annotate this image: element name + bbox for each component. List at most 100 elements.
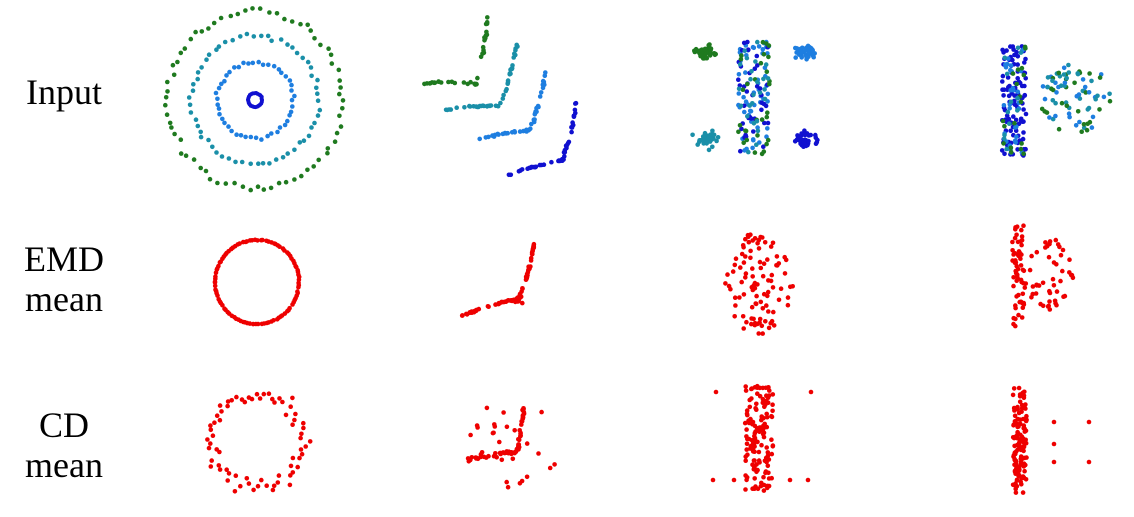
- point: [219, 409, 224, 414]
- point: [205, 437, 210, 442]
- point: [752, 385, 758, 390]
- point: [1086, 459, 1092, 465]
- point: [762, 240, 768, 245]
- point: [1047, 288, 1052, 294]
- point: [1017, 299, 1022, 305]
- point: [1054, 289, 1060, 294]
- point: [289, 97, 295, 103]
- point: [1021, 445, 1026, 450]
- point: [725, 272, 730, 277]
- point: [528, 255, 534, 261]
- point: [774, 263, 779, 268]
- point: [708, 50, 713, 56]
- point: [1023, 406, 1028, 411]
- point: [755, 63, 760, 68]
- point: [206, 26, 211, 31]
- point: [1005, 109, 1011, 115]
- point: [764, 414, 770, 420]
- point: [744, 427, 749, 432]
- point: [753, 59, 758, 64]
- point: [308, 28, 314, 33]
- point: [1019, 141, 1024, 146]
- point: [195, 76, 200, 82]
- point: [1107, 91, 1112, 97]
- point: [765, 463, 771, 469]
- point: [1074, 93, 1080, 99]
- point: [510, 63, 515, 68]
- point: [736, 129, 741, 135]
- point: [1015, 430, 1021, 436]
- point: [172, 131, 177, 137]
- point: [1012, 120, 1017, 126]
- point: [255, 161, 261, 166]
- point: [1016, 444, 1022, 449]
- point: [230, 37, 235, 43]
- point: [1015, 239, 1021, 245]
- point: [751, 467, 757, 472]
- point: [251, 487, 256, 493]
- point: [484, 20, 490, 25]
- point: [224, 467, 229, 473]
- point: [1062, 80, 1068, 86]
- point: [741, 245, 746, 250]
- point: [191, 157, 197, 162]
- point: [1061, 72, 1067, 77]
- point: [216, 297, 221, 302]
- point: [764, 459, 769, 465]
- point: [757, 393, 763, 399]
- point: [757, 259, 763, 265]
- point: [198, 134, 204, 140]
- point: [427, 81, 433, 86]
- point: [1042, 96, 1048, 102]
- point: [801, 140, 807, 145]
- point: [462, 105, 467, 110]
- point: [763, 62, 769, 67]
- point: [745, 39, 750, 45]
- point: [1000, 118, 1006, 124]
- emd-panel-bent-curve: [459, 241, 537, 318]
- point: [1008, 145, 1014, 151]
- point: [485, 304, 491, 309]
- point: [760, 47, 766, 52]
- point: [752, 150, 758, 155]
- point: [504, 479, 510, 485]
- point: [768, 278, 774, 284]
- point: [1015, 67, 1021, 72]
- point: [793, 45, 798, 51]
- point: [510, 456, 516, 462]
- point: [1015, 45, 1021, 51]
- point: [1015, 464, 1020, 470]
- point: [753, 484, 758, 489]
- point: [1020, 490, 1026, 495]
- point: [1021, 130, 1026, 135]
- point: [748, 232, 753, 237]
- point: [740, 314, 746, 319]
- point: [744, 89, 750, 94]
- point: [752, 66, 758, 71]
- point: [765, 293, 770, 299]
- point: [496, 132, 501, 137]
- point: [269, 38, 274, 44]
- point: [753, 301, 758, 306]
- point: [803, 143, 809, 149]
- point: [500, 131, 506, 137]
- point: [232, 180, 237, 186]
- point: [1019, 315, 1025, 320]
- point: [738, 103, 744, 109]
- point: [743, 128, 748, 133]
- point: [1020, 291, 1026, 297]
- point: [475, 425, 480, 430]
- point: [1034, 249, 1040, 255]
- point: [275, 129, 280, 135]
- point: [731, 477, 737, 483]
- point: [484, 405, 490, 411]
- point: [216, 85, 222, 91]
- point: [312, 36, 317, 41]
- point: [1040, 280, 1046, 286]
- point: [298, 21, 303, 27]
- point: [285, 151, 291, 156]
- point: [1016, 473, 1021, 479]
- point: [483, 33, 489, 38]
- point: [165, 79, 170, 85]
- point: [222, 120, 227, 126]
